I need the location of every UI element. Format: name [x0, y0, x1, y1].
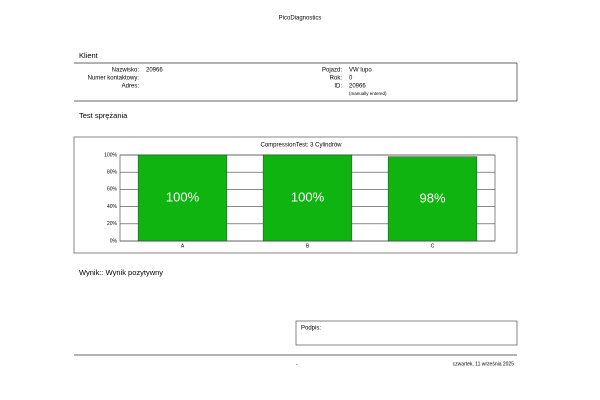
value-label: 100% [291, 189, 325, 204]
section-heading: Klient [79, 51, 99, 60]
chart-frame [73, 136, 518, 254]
field-note: (manually entered) [349, 91, 387, 96]
field-label: ID: [334, 84, 342, 90]
field-label: Rok: [330, 76, 343, 82]
y-tick-label: 40% [107, 204, 118, 210]
section-heading: Test sprężania [79, 111, 128, 120]
x-tick-label: B [306, 243, 310, 249]
y-tick-label: 60% [107, 187, 118, 193]
y-tick-label: 0% [110, 238, 118, 244]
footer-date: czwartek, 11 września 2025 [453, 361, 515, 367]
report-title: PicoDiagnostics [279, 16, 322, 22]
bar [262, 154, 353, 242]
field-value: 20966 [349, 84, 366, 90]
y-tick-label: 20% [107, 221, 118, 227]
chart-title: CompressionTest: 3 Cylindrów [260, 143, 342, 149]
y-tick-label: 100% [104, 152, 117, 158]
field-value: 20966 [146, 68, 163, 74]
signature-box [295, 320, 518, 346]
value-label: 100% [166, 189, 200, 204]
field-value: VW lupo [349, 68, 372, 74]
value-label: 98% [419, 190, 445, 205]
y-tick-label: 80% [107, 170, 118, 176]
result: Wynik:: Wynik pozytywny [79, 268, 163, 277]
field-label: Nazwisko: [112, 68, 140, 74]
field-label: Pojazd: [322, 68, 342, 74]
bar [137, 154, 228, 242]
field-label: Numer kontaktowy: [88, 76, 140, 82]
x-tick-label: C [431, 243, 435, 249]
footer-center: - [296, 361, 298, 367]
field-label: Adres: [122, 84, 140, 90]
bar [387, 156, 478, 242]
signature-label: Podpis: [301, 326, 321, 332]
field-value: 0 [349, 76, 353, 82]
x-tick-label: A [181, 243, 185, 249]
